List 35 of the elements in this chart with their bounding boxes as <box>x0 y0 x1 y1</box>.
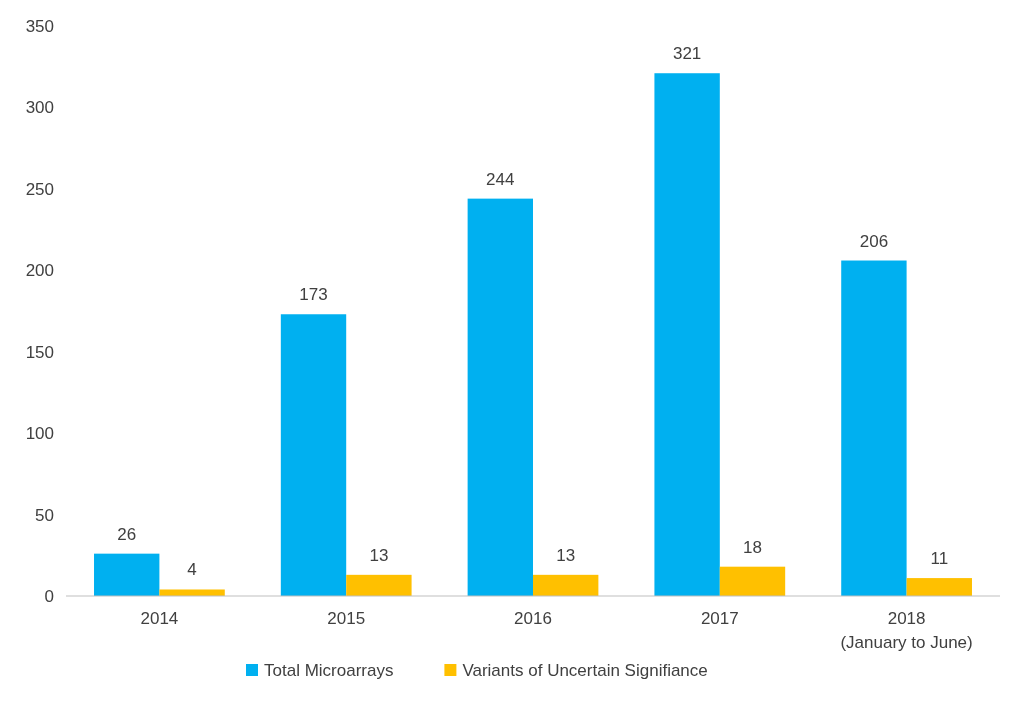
bar <box>906 578 972 596</box>
bar <box>94 553 160 596</box>
legend-label: Total Microarrays <box>264 661 394 680</box>
x-tick-label: 2017 <box>700 609 739 628</box>
y-tick-label: 0 <box>44 586 54 606</box>
y-tick-label: 150 <box>25 342 54 362</box>
bar <box>467 198 533 596</box>
data-label: 26 <box>117 524 137 544</box>
bar <box>719 566 786 596</box>
bar <box>346 574 412 596</box>
y-tick-label: 250 <box>25 179 54 199</box>
bar <box>654 73 720 596</box>
data-label: 4 <box>187 560 197 580</box>
data-label: 13 <box>369 545 389 565</box>
x-tick-label: 2015 <box>327 609 366 628</box>
legend-label: Variants of Uncertain Signifiance <box>462 661 708 680</box>
x-tick-label: 2014 <box>140 609 179 628</box>
y-tick-label: 50 <box>35 505 54 525</box>
data-label: 244 <box>486 169 515 189</box>
data-label: 18 <box>743 537 762 557</box>
data-label: 173 <box>299 285 328 305</box>
y-tick-label: 300 <box>25 98 54 118</box>
data-label: 321 <box>672 44 702 64</box>
bar <box>159 589 225 596</box>
data-label: 13 <box>556 545 576 565</box>
y-tick-label: 200 <box>25 261 54 281</box>
x-tick-label: 2018 (January to June) <box>840 609 973 652</box>
data-label: 206 <box>859 231 889 251</box>
bar <box>841 260 907 596</box>
bar <box>533 574 599 596</box>
y-tick-label: 100 <box>25 424 54 444</box>
x-tick-label: 2016 <box>514 609 552 628</box>
data-label: 11 <box>930 549 949 569</box>
bar <box>280 314 347 596</box>
y-tick-label: 350 <box>25 16 54 36</box>
